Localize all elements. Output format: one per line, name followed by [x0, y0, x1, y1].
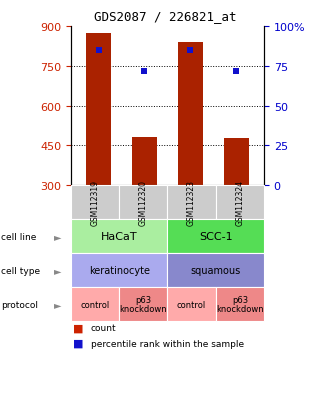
Bar [132, 138, 157, 186]
Text: keratinocyte: keratinocyte [89, 266, 150, 275]
Text: ■: ■ [73, 323, 83, 332]
Text: control: control [177, 300, 206, 309]
Text: ■: ■ [73, 338, 83, 348]
Text: GSM112319: GSM112319 [90, 180, 100, 226]
Bar [224, 139, 249, 186]
Text: ►: ► [54, 299, 61, 309]
Text: GSM112324: GSM112324 [235, 180, 245, 226]
Text: p63
knockdown: p63 knockdown [119, 295, 167, 314]
Bar [178, 43, 203, 186]
Text: squamous: squamous [191, 266, 241, 275]
Text: GSM112323: GSM112323 [187, 180, 196, 226]
Text: protocol: protocol [1, 300, 38, 309]
Text: count: count [91, 323, 116, 332]
Text: p63
knockdown: p63 knockdown [216, 295, 264, 314]
Text: GDS2087 / 226821_at: GDS2087 / 226821_at [94, 10, 236, 23]
Text: cell type: cell type [1, 266, 40, 275]
Text: GSM112320: GSM112320 [139, 180, 148, 226]
Text: cell line: cell line [1, 232, 36, 241]
Text: ►: ► [54, 232, 61, 242]
Text: HaCaT: HaCaT [101, 232, 138, 242]
Text: percentile rank within the sample: percentile rank within the sample [91, 339, 244, 348]
Text: SCC-1: SCC-1 [199, 232, 233, 242]
Bar [86, 33, 111, 186]
Text: ►: ► [54, 266, 61, 275]
Text: control: control [81, 300, 110, 309]
